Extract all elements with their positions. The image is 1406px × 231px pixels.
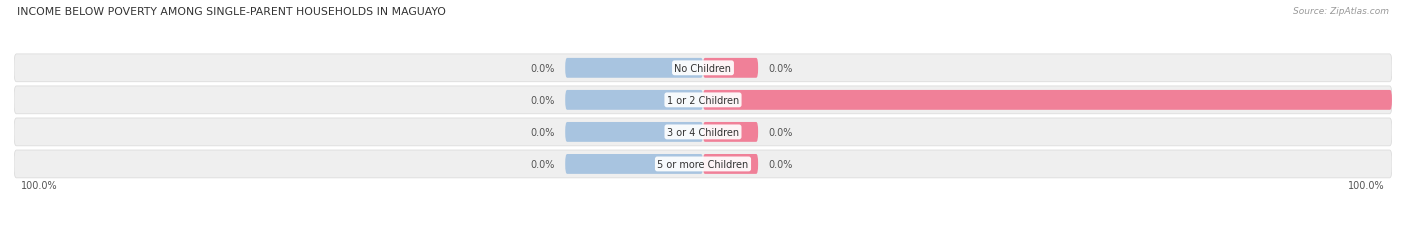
FancyBboxPatch shape (703, 154, 758, 174)
Text: 100.0%: 100.0% (1399, 95, 1406, 105)
Text: 0.0%: 0.0% (530, 95, 555, 105)
Text: No Children: No Children (675, 64, 731, 73)
FancyBboxPatch shape (565, 59, 703, 78)
FancyBboxPatch shape (703, 91, 1392, 110)
Text: 100.0%: 100.0% (1348, 180, 1385, 190)
FancyBboxPatch shape (565, 91, 703, 110)
Text: 0.0%: 0.0% (530, 64, 555, 73)
Text: 5 or more Children: 5 or more Children (658, 159, 748, 169)
FancyBboxPatch shape (14, 55, 1392, 82)
Text: 1 or 2 Children: 1 or 2 Children (666, 95, 740, 105)
Text: 0.0%: 0.0% (769, 64, 793, 73)
Text: 0.0%: 0.0% (769, 159, 793, 169)
Text: INCOME BELOW POVERTY AMONG SINGLE-PARENT HOUSEHOLDS IN MAGUAYO: INCOME BELOW POVERTY AMONG SINGLE-PARENT… (17, 7, 446, 17)
FancyBboxPatch shape (565, 122, 703, 142)
FancyBboxPatch shape (14, 119, 1392, 146)
FancyBboxPatch shape (14, 150, 1392, 178)
FancyBboxPatch shape (565, 154, 703, 174)
FancyBboxPatch shape (703, 122, 758, 142)
Text: 0.0%: 0.0% (530, 159, 555, 169)
FancyBboxPatch shape (703, 59, 758, 78)
FancyBboxPatch shape (14, 87, 1392, 114)
Text: Source: ZipAtlas.com: Source: ZipAtlas.com (1294, 7, 1389, 16)
Text: 100.0%: 100.0% (21, 180, 58, 190)
Text: 0.0%: 0.0% (530, 127, 555, 137)
Text: 3 or 4 Children: 3 or 4 Children (666, 127, 740, 137)
Text: 0.0%: 0.0% (769, 127, 793, 137)
